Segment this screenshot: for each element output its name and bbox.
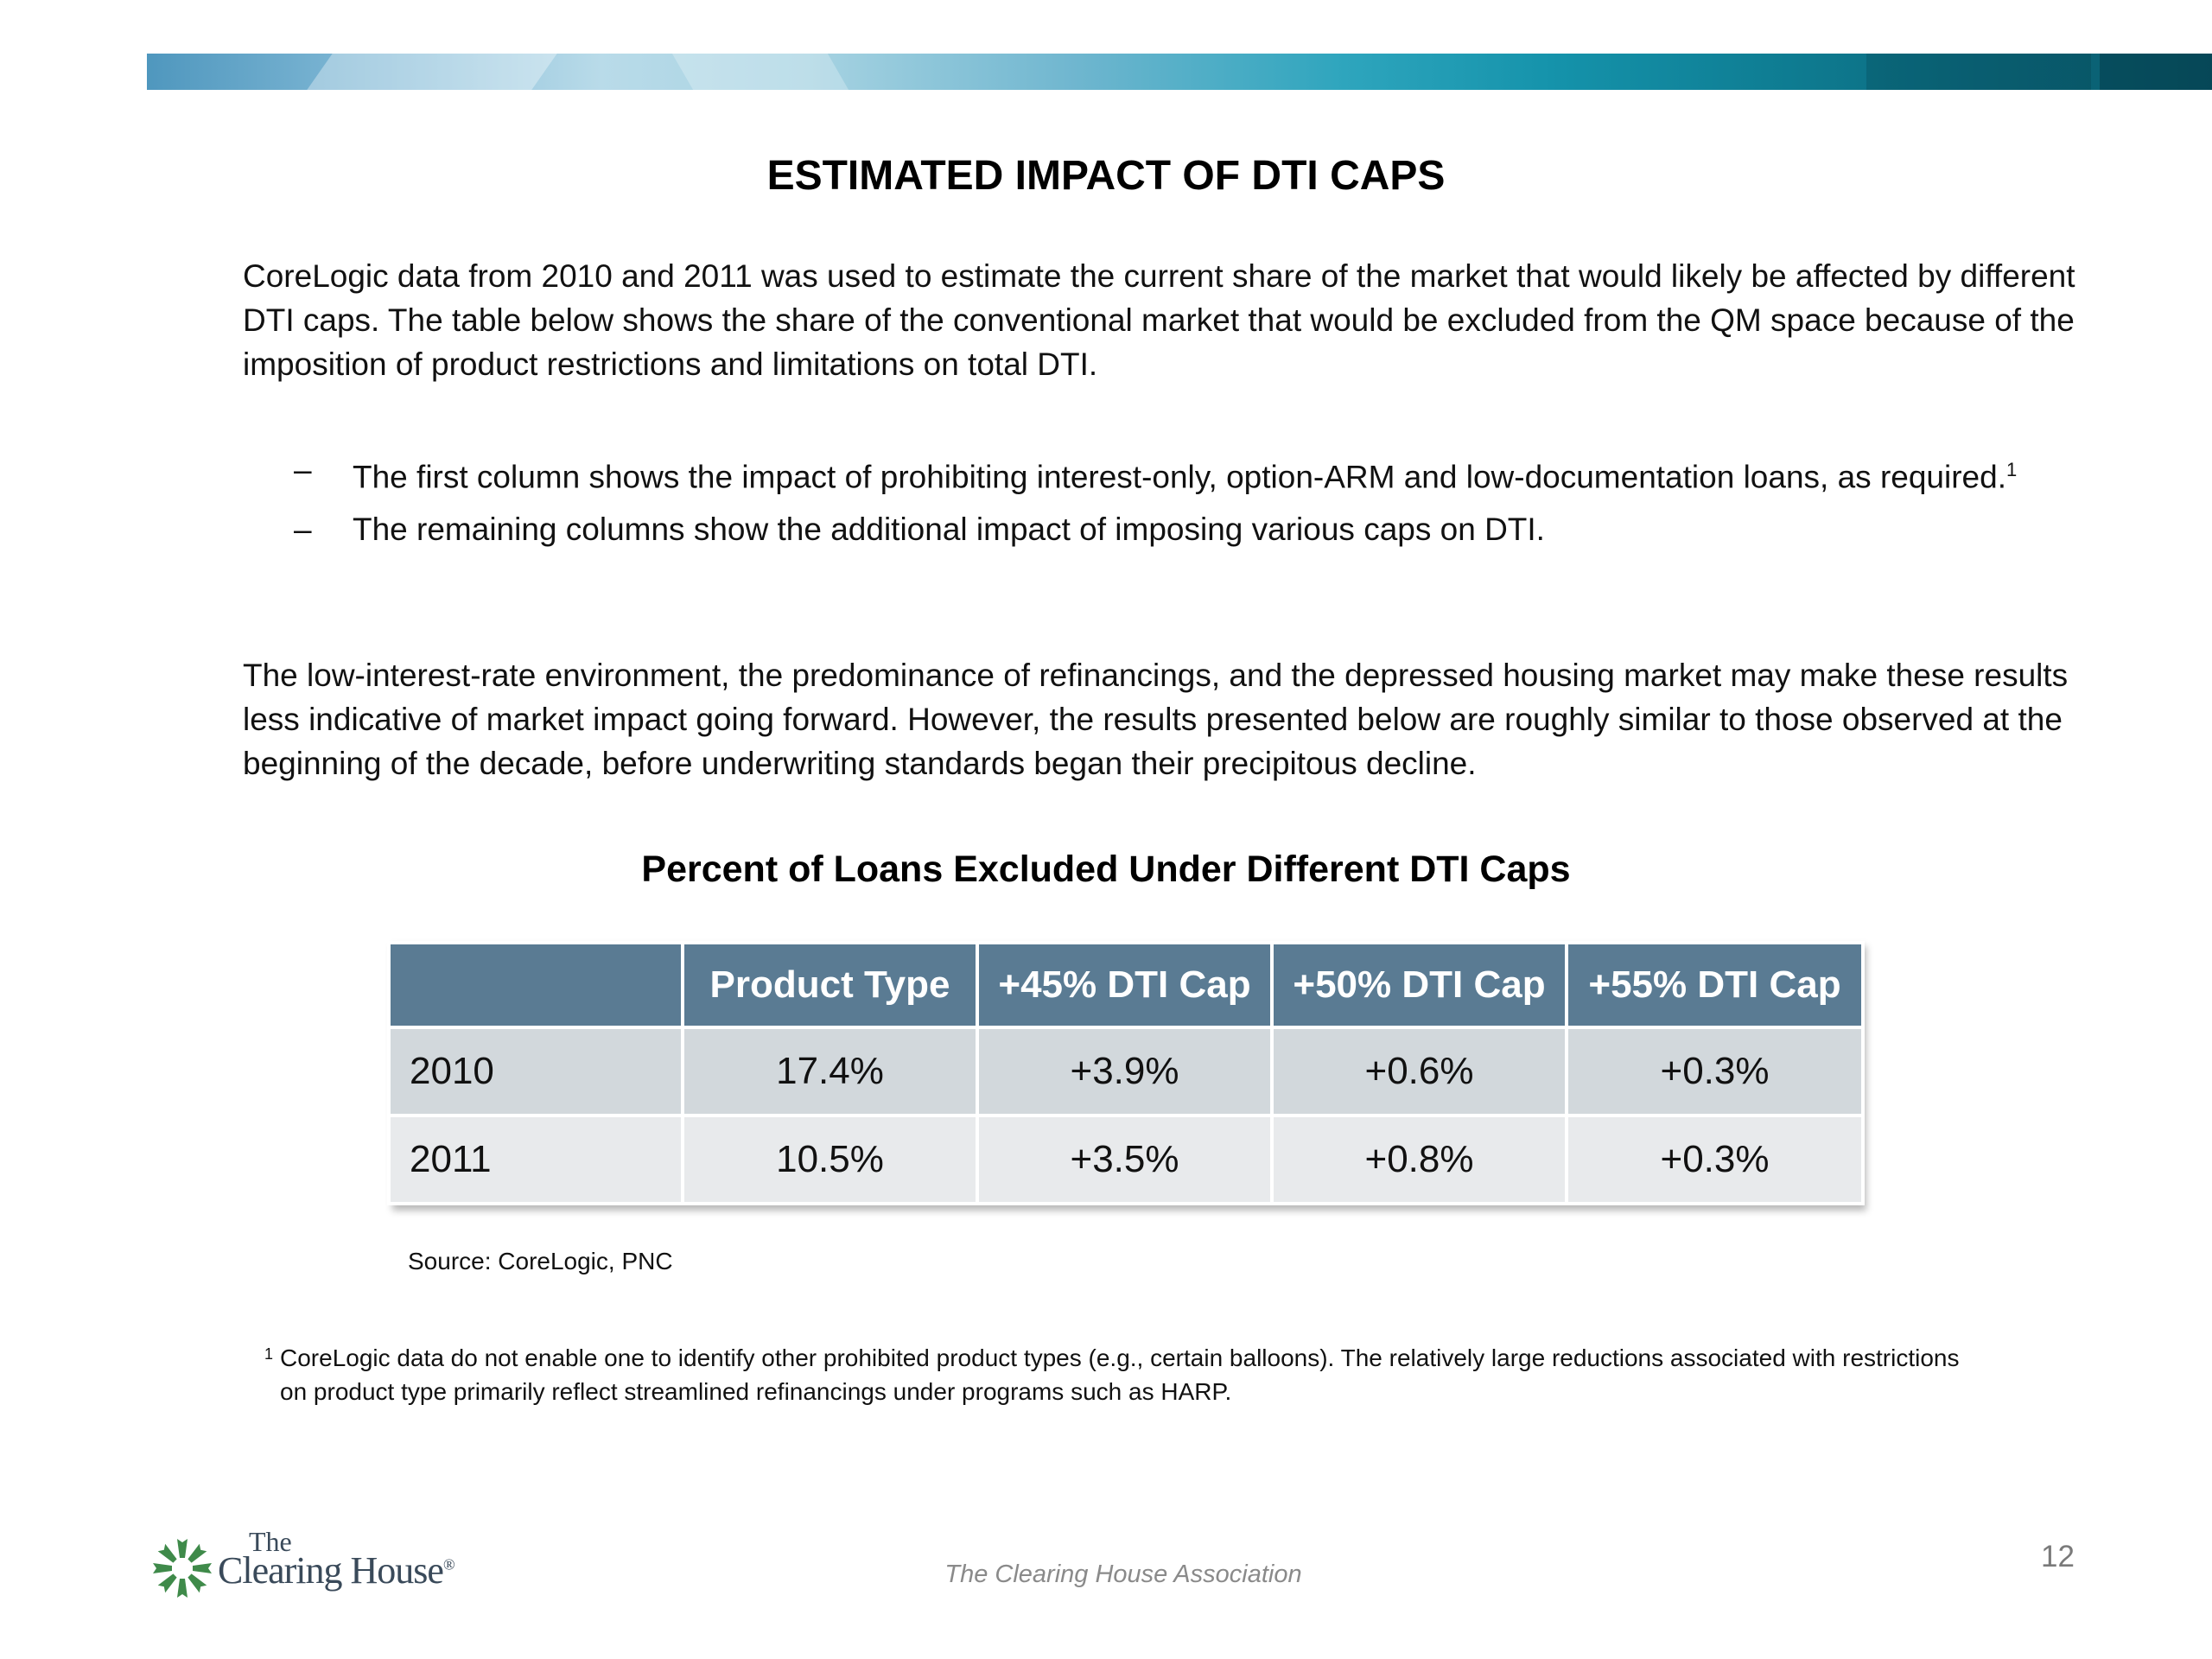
table-row: 2011 10.5% +3.5% +0.8% +0.3% bbox=[387, 1114, 1865, 1205]
footnote-text: CoreLogic data do not enable one to iden… bbox=[280, 1344, 1960, 1405]
header-cell-50-cap: +50% DTI Cap bbox=[1270, 941, 1568, 1029]
table-row: 2010 17.4% +3.9% +0.6% +0.3% bbox=[387, 1026, 1865, 1117]
logo-the-text: The bbox=[249, 1526, 292, 1557]
header-cell-product-type: Product Type bbox=[681, 941, 979, 1029]
table-cell: +3.9% bbox=[976, 1026, 1274, 1117]
page-number: 12 bbox=[2041, 1540, 2075, 1573]
table-cell: +3.5% bbox=[976, 1114, 1274, 1205]
logo-name-text: Clearing House® bbox=[218, 1548, 455, 1592]
table-cell: 10.5% bbox=[681, 1114, 979, 1205]
header-cell-blank bbox=[387, 941, 684, 1029]
sunburst-logo-icon bbox=[153, 1539, 212, 1598]
header-cell-45-cap: +45% DTI Cap bbox=[976, 941, 1274, 1029]
logo-name: Clearing House bbox=[218, 1549, 444, 1592]
row-year: 2011 bbox=[387, 1114, 684, 1205]
dash-bullet: – bbox=[294, 452, 312, 487]
table-cell: +0.3% bbox=[1565, 1026, 1865, 1117]
footnote-mark: 1 bbox=[264, 1345, 274, 1363]
table-cell: +0.3% bbox=[1565, 1114, 1865, 1205]
table-cell: +0.8% bbox=[1270, 1114, 1568, 1205]
slide-title: ESTIMATED IMPACT OF DTI CAPS bbox=[766, 153, 1446, 199]
footnote-ref: 1 bbox=[2005, 459, 2018, 480]
registered-mark: ® bbox=[442, 1555, 455, 1573]
bullet-item: – The remaining columns show the additio… bbox=[294, 507, 2022, 551]
dti-table-container: Product Type +45% DTI Cap +50% DTI Cap +… bbox=[387, 941, 1865, 1205]
table-cell: 17.4% bbox=[681, 1026, 979, 1117]
bullet-item: – The first column shows the impact of p… bbox=[294, 448, 2022, 499]
dash-bullet: – bbox=[294, 512, 312, 548]
row-year: 2010 bbox=[387, 1026, 684, 1117]
clearing-house-logo: The Clearing House® bbox=[149, 1526, 460, 1599]
table-header-row: Product Type +45% DTI Cap +50% DTI Cap +… bbox=[387, 941, 1865, 1029]
dti-table: Product Type +45% DTI Cap +50% DTI Cap +… bbox=[387, 941, 1865, 1205]
bullet-text: The first column shows the impact of pro… bbox=[353, 459, 2006, 495]
header-banner bbox=[147, 54, 2212, 90]
table-title: Percent of Loans Excluded Under Differen… bbox=[641, 849, 1571, 890]
context-paragraph: The low-interest-rate environment, the p… bbox=[243, 658, 2069, 781]
intro-paragraph: CoreLogic data from 2010 and 2011 was us… bbox=[243, 258, 2075, 382]
header-cell-55-cap: +55% DTI Cap bbox=[1565, 941, 1865, 1029]
bullet-text: The remaining columns show the additiona… bbox=[353, 512, 1545, 548]
source-note: Source: CoreLogic, PNC bbox=[408, 1248, 673, 1274]
table-cell: +0.6% bbox=[1270, 1026, 1568, 1117]
association-name: The Clearing House Association bbox=[944, 1560, 1302, 1588]
bullet-list: – The first column shows the impact of p… bbox=[294, 448, 2022, 560]
footnote: 1 CoreLogic data do not enable one to id… bbox=[264, 1341, 1993, 1408]
